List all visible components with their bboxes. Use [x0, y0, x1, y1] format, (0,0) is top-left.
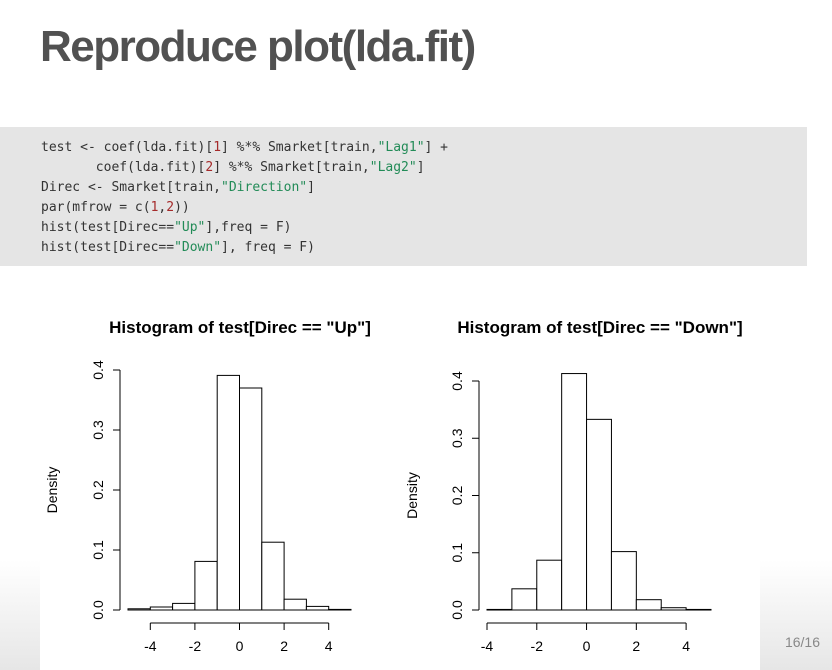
code-line: hist(test[Direc=="Up"],freq = F) — [41, 218, 807, 238]
histogram-bar — [194, 560, 218, 611]
y-tick-label: 0.0 — [90, 600, 106, 620]
code-text: hist(test[Direc== — [41, 240, 175, 255]
histogram-bar — [305, 605, 330, 611]
histogram-up: Histogram of test[Direc == "Up"] Density 0… — [44, 318, 371, 654]
code-string: "Lag2" — [369, 160, 417, 175]
code-block: test <- coef(lda.fit)[1] %*% Smarket[tra… — [0, 127, 807, 266]
code-text: , — [158, 200, 167, 215]
code-number: 2 — [166, 200, 175, 215]
code-text: ] — [307, 180, 315, 195]
code-text: coef(lda.fit)[ — [41, 160, 206, 175]
y-tick-label: 0.4 — [90, 360, 106, 380]
x-tick-label: -2 — [189, 638, 202, 654]
y-tick-label: 0.2 — [90, 480, 106, 500]
histogram-bar — [536, 559, 563, 611]
histogram-bar — [283, 598, 307, 611]
histogram-bar — [239, 387, 263, 611]
code-string: "Up" — [174, 220, 206, 235]
code-number: 1 — [150, 200, 159, 215]
y-tick-label: 0.3 — [449, 428, 465, 448]
y-tick-label: 0.2 — [449, 486, 465, 506]
histogram-bar — [261, 541, 285, 611]
x-tick-label: -4 — [144, 638, 157, 654]
histogram-bar — [610, 551, 637, 611]
histogram-bar — [127, 608, 151, 611]
y-axis-label: Density — [44, 467, 60, 514]
histogram-bar — [561, 373, 588, 611]
y-tick-label: 0.1 — [449, 543, 465, 563]
code-string: "Direction" — [221, 180, 308, 195]
x-tick-label: 2 — [632, 638, 640, 654]
histogram-bar — [685, 608, 712, 611]
code-string: "Down" — [174, 240, 222, 255]
y-tick-label: 0.4 — [449, 371, 465, 391]
code-text: par(mfrow = c( — [41, 200, 151, 215]
code-text: ] + — [424, 140, 449, 155]
code-line: test <- coef(lda.fit)[1] %*% Smarket[tra… — [41, 138, 807, 158]
x-tick-label: 4 — [682, 638, 690, 654]
x-tick-label: -4 — [481, 638, 494, 654]
code-text: ] %*% Smarket[train, — [221, 140, 378, 155]
code-line: Direc <- Smarket[train,"Direction"] — [41, 178, 807, 198]
y-tick-label: 0.0 — [449, 600, 465, 620]
histogram-down: Histogram of test[Direc == "Down"] Densit… — [404, 318, 743, 654]
histogram-bar — [216, 374, 240, 611]
code-text: ] %*% Smarket[train, — [213, 160, 370, 175]
code-text: ] — [416, 160, 425, 175]
code-line: hist(test[Direc=="Down"], freq = F) — [41, 238, 807, 258]
code-text: test <- coef(lda.fit)[ — [41, 140, 214, 155]
y-tick-label: 0.1 — [90, 540, 106, 560]
histogram-bar — [586, 418, 612, 611]
code-text: )) — [174, 200, 190, 215]
chart-title: Histogram of test[Direc == "Up"] — [109, 318, 371, 337]
x-tick-label: 0 — [236, 638, 244, 654]
y-axis-label: Density — [404, 472, 420, 519]
histogram-panel: Histogram of test[Direc == "Up"] Density 0… — [40, 295, 760, 670]
x-tick-label: 2 — [280, 638, 288, 654]
code-line: coef(lda.fit)[2] %*% Smarket[train,"Lag2… — [41, 158, 807, 178]
histogram-bar — [511, 588, 538, 611]
x-tick-label: 0 — [583, 638, 591, 654]
code-number: 1 — [213, 140, 222, 155]
code-number: 2 — [205, 160, 214, 175]
code-text: ],freq = F) — [205, 220, 292, 235]
histogram-bar — [149, 606, 174, 611]
y-tick-label: 0.3 — [90, 420, 106, 440]
histogram-bar — [635, 599, 662, 611]
x-tick-label: -2 — [531, 638, 544, 654]
histogram-bar — [486, 608, 513, 611]
code-text: Direc <- Smarket[train, — [41, 180, 222, 195]
slide-title: Reproduce plot(lda.fit) — [40, 22, 476, 71]
x-tick-label: 4 — [325, 638, 333, 654]
chart-title: Histogram of test[Direc == "Down"] — [457, 318, 742, 337]
histogram-bar — [328, 608, 352, 611]
code-string: "Lag1" — [377, 140, 425, 155]
code-line: par(mfrow = c(1,2)) — [41, 198, 807, 218]
code-text: hist(test[Direc== — [41, 220, 175, 235]
page-number: 16/16 — [784, 634, 820, 650]
histogram-bar — [660, 607, 687, 611]
histogram-bar — [172, 602, 196, 611]
histogram-figure: Histogram of test[Direc == "Up"] Density 0… — [44, 318, 743, 654]
code-text: ], freq = F) — [221, 240, 315, 255]
